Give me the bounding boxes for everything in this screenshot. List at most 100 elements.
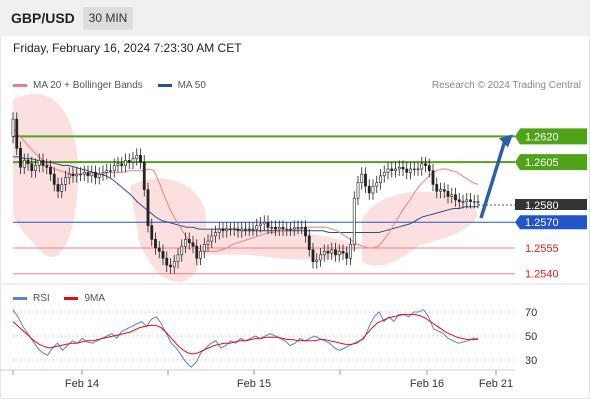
candle-body [424, 163, 427, 166]
candle-body [341, 251, 345, 254]
candle-body [469, 199, 472, 202]
candle-body [416, 168, 420, 171]
candle-body [150, 225, 154, 240]
candle-body [300, 227, 304, 229]
candle-body [435, 184, 439, 192]
candle-body [296, 227, 300, 229]
candle-body [101, 172, 105, 175]
candle-body [405, 168, 409, 173]
price-tag-1-2620: 1.2620 [515, 128, 587, 145]
candle-body [146, 189, 150, 226]
candle-body [217, 228, 221, 233]
candle-body [37, 160, 41, 166]
price-legend: MA 20 + Bollinger Bands MA 50 [13, 80, 206, 91]
rsi-swatch [13, 296, 27, 300]
candle-body [105, 170, 109, 173]
target-arrow-head [499, 134, 513, 148]
candle-body [262, 221, 266, 225]
candle-body [86, 172, 90, 177]
candle-body [251, 228, 255, 231]
candle-body [60, 184, 64, 192]
candle-body [131, 158, 135, 163]
price-tag-bg [515, 199, 587, 211]
price-tag-label: 1.2605 [525, 157, 559, 169]
candle-body [135, 154, 139, 159]
price-tag-1-2540: 1.2540 [525, 269, 559, 281]
candle-body [247, 228, 251, 231]
candle-body [364, 173, 367, 187]
candle-body [176, 254, 180, 262]
candle-body [409, 168, 412, 173]
candle-body [94, 172, 97, 178]
candle-body [352, 197, 356, 245]
candle-body [26, 160, 30, 165]
candle-body [184, 239, 187, 247]
candle-body [225, 228, 229, 232]
candle-body [75, 173, 79, 177]
rsi-legend-label: RSI [33, 293, 50, 304]
candle-body [157, 247, 161, 252]
price-tag-1-2555: 1.2555 [525, 243, 559, 255]
candle-body [270, 227, 274, 229]
candle-body [214, 232, 217, 237]
candle-body [292, 227, 296, 230]
candle-body [79, 173, 82, 176]
candle-body [375, 182, 379, 187]
candle-body [90, 172, 94, 177]
time-tick-label: Feb 21 [479, 378, 513, 390]
candle-body [221, 228, 225, 232]
candle-body [236, 228, 240, 232]
candle-body [356, 182, 360, 199]
candle-body [97, 173, 101, 178]
candle-body [307, 235, 311, 250]
candle-body [161, 251, 165, 259]
interval-button[interactable]: 30 MIN [83, 7, 133, 30]
candle-body [360, 173, 364, 183]
timestamp: Friday, February 16, 2024 7:23:30 AM CET [13, 41, 242, 55]
candle-body [465, 199, 469, 202]
candle-body [274, 227, 277, 230]
candle-body [394, 168, 397, 171]
candle-body [172, 261, 176, 268]
price-tag-1-2580: 1.2580 [515, 199, 587, 212]
ma50-legend-label: MA 50 [177, 80, 206, 91]
candle-body [206, 240, 210, 245]
candle-body [379, 175, 382, 183]
rsi-ma9-line [12, 313, 478, 355]
candle-body [82, 172, 86, 175]
candle-body [255, 225, 259, 230]
candle-body [199, 251, 202, 259]
candle-body [124, 160, 127, 166]
ma9-swatch [64, 296, 79, 300]
candle-body [457, 199, 461, 202]
price-tag-label: 1.2555 [525, 243, 559, 255]
candle-body [45, 165, 49, 168]
candle-body [446, 190, 450, 197]
rsi-tick-label: 30 [525, 355, 537, 367]
candle-body [229, 228, 232, 231]
candle-body [330, 249, 334, 254]
price-tag-label: 1.2580 [525, 200, 559, 212]
candle-body [41, 160, 45, 166]
ma9-legend-label: 9MA [84, 293, 106, 304]
candle-body [337, 251, 341, 256]
price-tag-1-2605: 1.2605 [515, 154, 587, 171]
candle-body [240, 228, 244, 232]
candle-body [349, 244, 352, 259]
candle-body [326, 251, 330, 254]
candle-body [461, 201, 465, 203]
candle-body [431, 170, 435, 185]
candle-body [244, 228, 247, 231]
candle-body [454, 194, 457, 201]
candle-body [390, 168, 394, 171]
candle-body [56, 184, 60, 192]
candle-body [64, 177, 67, 185]
candle-body [22, 160, 26, 168]
candle-body [285, 228, 289, 231]
candle-body [322, 251, 326, 256]
price-tag-label: 1.2570 [525, 217, 559, 229]
candle-body [19, 148, 22, 168]
candle-body [52, 173, 56, 185]
candle-body [116, 163, 120, 166]
candle-body [401, 166, 405, 170]
